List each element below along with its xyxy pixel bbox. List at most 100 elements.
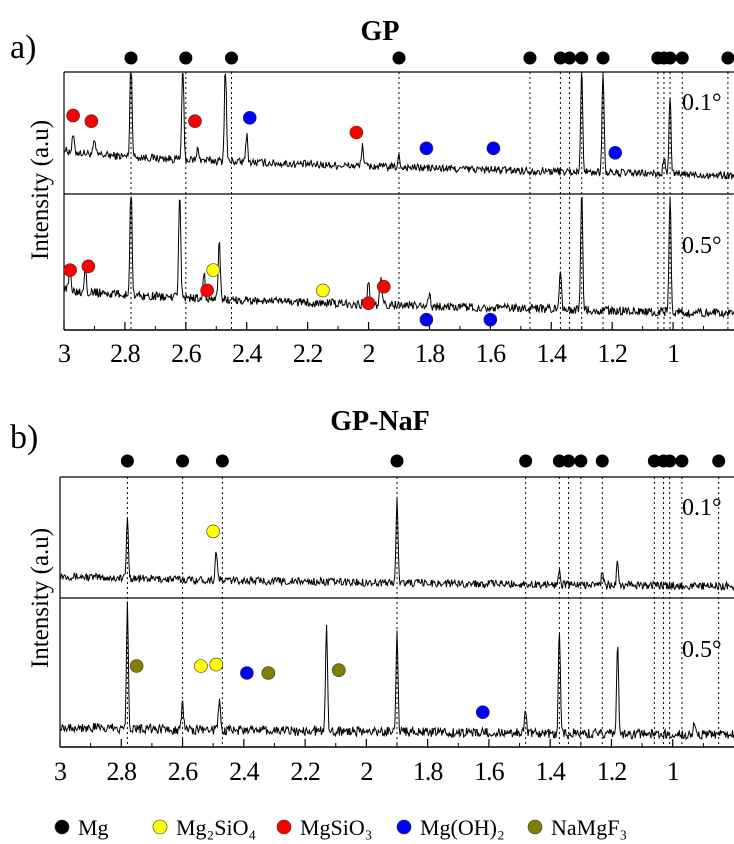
phase-marker-mgsio3 (361, 296, 376, 310)
x-tick-label: 1.6 (474, 757, 505, 786)
mg-reference-marker (553, 51, 567, 65)
x-tick-label: 3 (54, 757, 66, 786)
mg-reference-marker (663, 454, 677, 468)
xrd-trace (59, 496, 734, 592)
mg-reference-marker (225, 51, 238, 65)
mg-reference-marker (176, 454, 190, 468)
phase-marker-mg2sio4 (206, 524, 220, 539)
series-label: 0.5° (682, 637, 722, 663)
panel-title: GP-NaF (330, 406, 430, 437)
mg-reference-marker (595, 454, 609, 468)
mg-reference-marker (721, 51, 734, 65)
xrd-trace (59, 601, 734, 741)
x-tick-label: 2.2 (293, 339, 323, 368)
phase-marker-mg2sio4 (194, 659, 208, 673)
legend-marker-mg2sio4 (152, 819, 168, 835)
x-tick-label: 2.4 (232, 339, 263, 368)
mg-reference-marker (562, 454, 576, 468)
mg-reference-marker (663, 51, 677, 65)
panel-gp-naf: b) GP-NaF Intensity (a.u) 3 2.8 2.6 2.4 2.2 2… (10, 406, 734, 786)
mg-reference-marker (179, 51, 193, 65)
x-tick-label: 2.6 (171, 339, 202, 368)
xrd-trace (63, 73, 734, 180)
x-tick-label: 1.8 (415, 339, 446, 368)
series-label: 0.1° (682, 90, 722, 116)
x-tick-label: 3 (58, 339, 70, 368)
series-label: 0.5° (682, 233, 722, 259)
panel-title: GP (361, 16, 400, 47)
phase-marker-mgoh2 (419, 312, 434, 327)
x-tick-label: 1.6 (476, 339, 507, 368)
mg-reference-marker (519, 454, 533, 468)
x-tick-label: 2.8 (107, 757, 138, 786)
x-tick-label: 1.2 (597, 757, 627, 786)
y-axis-label: Intensity (a.u) (27, 120, 54, 260)
mg-reference-marker (574, 454, 588, 468)
x-tick-label: 2.2 (290, 757, 320, 786)
phase-marker-mgoh2 (486, 141, 501, 156)
x-tick-label: 2.8 (110, 339, 141, 368)
phase-marker-mgoh2 (240, 666, 254, 680)
y-axis-label: Intensity (a.u) (27, 528, 54, 668)
phase-marker-mgoh2 (475, 705, 490, 720)
mg-reference-marker (523, 51, 537, 65)
mg-reference-marker (563, 51, 577, 65)
panel-gp: a) GP Intensity (a.u) 3 2.8 2.6 2.4 2.2 2 1.8 1… (10, 16, 734, 368)
legend-label-namgf3: NaMgF₃ (551, 815, 627, 840)
phase-marker-mgsio3 (63, 263, 77, 277)
phase-marker-mgsio3 (84, 114, 99, 128)
x-tick-label: 1.4 (535, 757, 566, 786)
legend: Mg Mg₂SiO₄ MgSiO₃ Mg(OH)₂ NaMgF₃ (54, 815, 627, 840)
xrd-trace (63, 196, 734, 319)
mg-reference-marker (712, 454, 726, 468)
legend-marker-mgoh2 (396, 819, 412, 835)
x-tick-label: 1 (667, 757, 679, 786)
x-tick-label: 1 (667, 339, 679, 368)
panel-letter: a) (10, 29, 36, 66)
x-tick-label: 1.2 (597, 339, 627, 368)
legend-label-mgsio3: MgSiO₃ (300, 815, 372, 840)
mg-reference-marker (215, 454, 229, 468)
phase-marker-mgoh2 (608, 146, 623, 160)
panel-letter: b) (10, 419, 38, 456)
phase-marker-mgsio3 (188, 114, 202, 128)
phase-marker-mgsio3 (349, 125, 364, 140)
mg-reference-marker (675, 51, 689, 65)
legend-marker-mg (54, 819, 70, 835)
x-tick-label: 2 (360, 757, 372, 786)
x-tick-label: 2.4 (229, 757, 260, 786)
phase-marker-mgsio3 (81, 259, 96, 274)
phase-marker-mgoh2 (483, 312, 498, 327)
x-tick-label: 1.4 (537, 339, 568, 368)
phase-marker-mg2sio4 (316, 283, 330, 298)
phase-marker-mgsio3 (200, 283, 214, 298)
phase-marker-namgf3 (261, 666, 276, 680)
phase-marker-namgf3 (331, 663, 346, 678)
legend-marker-mgsio3 (276, 819, 292, 835)
legend-label-mgoh2: Mg(OH)₂ (420, 815, 505, 840)
phase-marker-mg2sio4 (206, 263, 221, 277)
legend-marker-namgf3 (527, 819, 543, 835)
phase-marker-mgsio3 (66, 108, 80, 123)
x-tick-label: 2 (363, 339, 375, 368)
x-tick-label: 1.8 (413, 757, 444, 786)
series-label: 0.1° (682, 495, 722, 521)
mg-reference-marker (647, 454, 661, 468)
mg-reference-marker (392, 51, 406, 65)
legend-label-mg2sio4: Mg₂SiO₄ (176, 815, 256, 840)
phase-marker-mgsio3 (376, 279, 391, 294)
mg-reference-marker (124, 51, 138, 65)
mg-reference-marker (552, 454, 566, 468)
phase-marker-mgoh2 (242, 111, 257, 125)
phase-marker-mgoh2 (419, 141, 434, 156)
mg-reference-marker (575, 51, 589, 65)
mg-reference-marker (675, 454, 689, 468)
legend-label-mg: Mg (78, 815, 109, 840)
phase-marker-mg2sio4 (209, 657, 224, 672)
mg-reference-marker (120, 454, 134, 468)
x-tick-label: 2.6 (168, 757, 199, 786)
mg-reference-marker (390, 454, 404, 468)
phase-marker-namgf3 (129, 659, 144, 673)
mg-reference-marker (596, 51, 610, 65)
